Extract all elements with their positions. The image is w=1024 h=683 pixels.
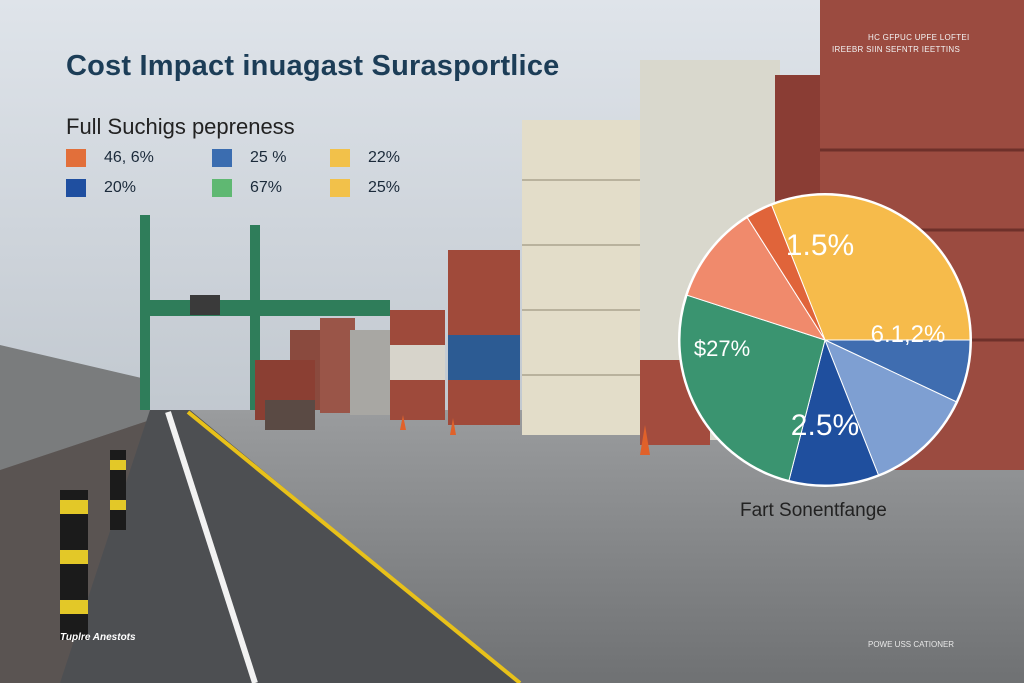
pie-slice (824, 339, 957, 476)
legend-label: 25% (368, 179, 401, 196)
legend-label: 46, 6% (104, 149, 154, 166)
pie-slice (746, 204, 826, 341)
pie-slice (686, 216, 827, 341)
legend-label: 25 % (250, 149, 287, 166)
legend-swatch (66, 179, 86, 197)
legend-label: 20% (104, 179, 137, 196)
corner-text-line2: IREEBR SIIN SEFNTR IEETTINS (832, 45, 961, 54)
pie-caption: Fart Sonentfange (740, 500, 887, 521)
pie-slice-label: 2.5% (791, 409, 859, 442)
legend-label: 22% (368, 149, 401, 166)
legend-item: 25 % (212, 148, 286, 168)
pie-slice-label: 6.1,2% (871, 321, 946, 348)
legend-swatch (330, 149, 350, 167)
legend-item: 25% (330, 178, 400, 198)
pie-slice (770, 194, 971, 341)
pie-slice-label: 1.5% (786, 229, 854, 262)
legend-item: 67% (212, 178, 282, 198)
pie-slice (788, 338, 880, 486)
pie-chart (678, 193, 972, 487)
corner-text-line1: HC GFPUC UPFE LOFTEI (868, 33, 970, 42)
legend-item: 46, 6% (66, 148, 154, 168)
badge-text: Tuplre Anestots (60, 632, 136, 643)
legend-item: 22% (330, 148, 400, 168)
chart-subtitle: Full Suchigs pepreness (66, 114, 295, 139)
legend-swatch (212, 179, 232, 197)
chart-title: Cost Impact inuagast Surasportlice (66, 50, 560, 82)
legend-swatch (330, 179, 350, 197)
legend-label: 67% (250, 179, 283, 196)
legend-item: 20% (66, 178, 136, 198)
legend-swatch (212, 149, 232, 167)
footer-text: POWE USS CATIONER (868, 640, 955, 649)
pie-slice (679, 294, 826, 482)
pie-labels: 1.5% 6.1,2% 2.5% $27% (694, 229, 946, 442)
legend-swatch (66, 149, 86, 167)
pie-slice-label: $27% (694, 336, 750, 361)
